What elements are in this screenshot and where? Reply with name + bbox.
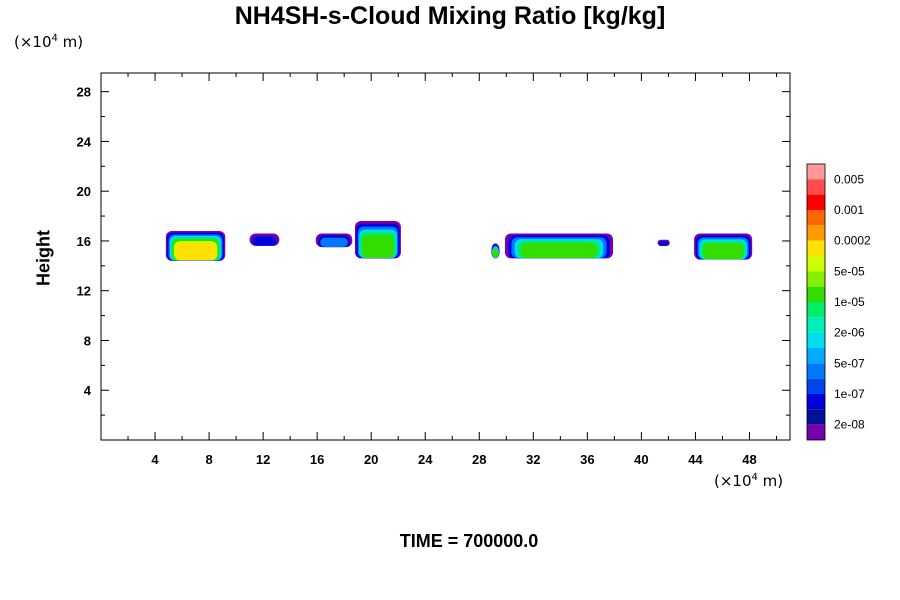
y-tick-label: 4 bbox=[84, 383, 92, 398]
colorbar-label: 0.0002 bbox=[834, 234, 871, 248]
time-label: TIME = 700000.0 bbox=[399, 531, 539, 551]
y-tick-label: 24 bbox=[77, 134, 92, 149]
y-tick-label: 8 bbox=[84, 333, 91, 348]
cloud-region bbox=[315, 233, 353, 248]
colorbar-swatch bbox=[807, 194, 825, 210]
cloud-layer bbox=[521, 242, 597, 258]
cloud-region bbox=[504, 233, 614, 259]
colorbar-swatch bbox=[807, 348, 825, 364]
x-axis-unit: (×104 m) bbox=[714, 472, 783, 490]
x-unit-prefix: (×10 bbox=[714, 472, 752, 490]
cloud-region bbox=[165, 230, 226, 261]
colorbar-frame bbox=[806, 163, 826, 441]
x-tick-label: 12 bbox=[256, 452, 270, 467]
y-unit-exponent: 4 bbox=[51, 33, 58, 44]
y-axis-unit: (×104 m) bbox=[14, 33, 83, 51]
cloud-region bbox=[249, 233, 280, 246]
cloud-region bbox=[657, 239, 670, 246]
colorbar-swatch bbox=[807, 394, 825, 410]
colorbar-label: 0.001 bbox=[834, 203, 864, 217]
colorbar-swatch bbox=[807, 225, 825, 241]
cloud-layer bbox=[361, 235, 395, 258]
cloud-region bbox=[694, 233, 753, 260]
x-tick-label: 28 bbox=[472, 452, 486, 467]
colorbar-swatch bbox=[807, 164, 825, 180]
y-tick-label: 20 bbox=[77, 184, 91, 199]
colorbar-swatch bbox=[807, 317, 825, 333]
colorbar-label: 5e-07 bbox=[834, 356, 865, 370]
colorbar-swatch bbox=[807, 302, 825, 318]
colorbar-swatch bbox=[807, 424, 825, 440]
colorbar-swatch bbox=[807, 240, 825, 256]
cloud-layer bbox=[252, 236, 277, 246]
colorbar-label: 2e-06 bbox=[834, 326, 865, 340]
x-tick-label: 16 bbox=[310, 452, 324, 467]
colorbar-swatch bbox=[807, 409, 825, 425]
x-tick-label: 48 bbox=[742, 452, 756, 467]
colorbar-swatch bbox=[807, 271, 825, 287]
colorbar-swatch bbox=[807, 363, 825, 379]
x-tick-label: 40 bbox=[634, 452, 648, 467]
y-tick-label: 16 bbox=[77, 234, 91, 249]
colorbar-swatch bbox=[807, 286, 825, 302]
chart-title: NH4SH-s-Cloud Mixing Ratio [kg/kg] bbox=[234, 2, 666, 30]
cloud-layer bbox=[320, 237, 348, 247]
cloud-layer bbox=[492, 249, 499, 259]
cloud-layer bbox=[658, 241, 669, 246]
colorbar-swatch bbox=[807, 210, 825, 226]
colorbar-swatch bbox=[807, 332, 825, 348]
colorbar-label: 0.005 bbox=[834, 172, 864, 186]
cloud-region bbox=[354, 221, 401, 259]
x-tick-label: 8 bbox=[205, 452, 212, 467]
y-unit-prefix: (×10 bbox=[14, 33, 52, 51]
x-unit-suffix: m) bbox=[757, 472, 784, 490]
colorbar-label: 1e-07 bbox=[834, 387, 865, 401]
colorbar-swatch bbox=[807, 179, 825, 195]
colorbar-label: 5e-05 bbox=[834, 264, 865, 278]
x-tick-label: 4 bbox=[151, 452, 159, 467]
x-tick-label: 32 bbox=[526, 452, 540, 467]
x-tick-label: 24 bbox=[418, 452, 433, 467]
colorbar-swatch bbox=[807, 256, 825, 272]
x-tick-label: 20 bbox=[364, 452, 378, 467]
y-unit-suffix: m) bbox=[57, 33, 84, 51]
x-tick-label: 36 bbox=[580, 452, 594, 467]
cloud-region bbox=[491, 243, 500, 259]
cloud-layer bbox=[702, 243, 744, 260]
x-tick-label: 44 bbox=[688, 452, 703, 467]
colorbar-label: 2e-08 bbox=[834, 418, 865, 432]
cloud-layer bbox=[175, 242, 216, 261]
plot-frame bbox=[100, 72, 791, 441]
y-tick-label: 28 bbox=[77, 85, 91, 100]
colorbar-label: 1e-05 bbox=[834, 295, 865, 309]
x-unit-exponent: 4 bbox=[751, 472, 758, 483]
colorbar-swatch bbox=[807, 378, 825, 394]
y-tick-label: 12 bbox=[77, 284, 91, 299]
